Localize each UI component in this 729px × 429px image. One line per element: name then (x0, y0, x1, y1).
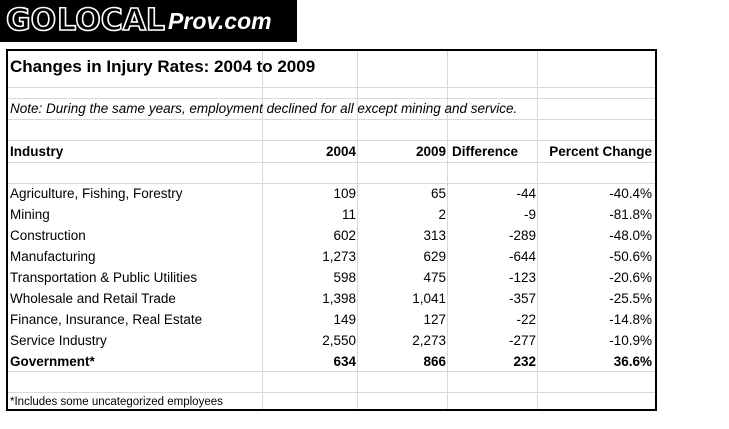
gridline (8, 119, 655, 120)
gridline (8, 87, 655, 88)
table-title: Changes in Injury Rates: 2004 to 2009 (10, 57, 316, 76)
table-row: Construction 602 313 -289 -48.0% (8, 225, 655, 246)
gridline (8, 162, 655, 163)
cell-2009: 1,041 (412, 291, 446, 306)
cell-percent-change: -50.6% (609, 249, 652, 264)
table-footnote: *Includes some uncategorized employees (10, 396, 223, 408)
golocalprov-logo: GO LOCAL Prov.com (0, 0, 297, 42)
cell-percent-change: -20.6% (609, 270, 652, 285)
cell-percent-change: -10.9% (609, 333, 652, 348)
logo-go-text: GO (5, 3, 57, 38)
cell-2009: 65 (430, 186, 446, 201)
gridline (8, 140, 655, 141)
cell-2009: 127 (423, 312, 446, 327)
cell-2004: 2,550 (322, 333, 356, 348)
table-row: Mining 11 2 -9 -81.8% (8, 204, 655, 225)
cell-2004: 149 (333, 312, 356, 327)
cell-2004: 598 (333, 270, 356, 285)
cell-difference: -123 (508, 270, 536, 285)
table-row: Wholesale and Retail Trade 1,398 1,041 -… (8, 288, 655, 309)
cell-2004: 1,398 (322, 291, 356, 306)
gridline (447, 51, 448, 409)
cell-2004: 634 (333, 354, 356, 369)
cell-2009: 629 (423, 249, 446, 264)
table-row: Service Industry 2,550 2,273 -277 -10.9% (8, 330, 655, 351)
gridline (537, 51, 538, 409)
cell-industry: Mining (10, 207, 50, 222)
cell-industry: Construction (10, 228, 86, 243)
table-header-row: Industry 2004 2009 Difference Percent Ch… (8, 141, 655, 162)
gridline (8, 392, 655, 393)
cell-industry: Government* (10, 354, 95, 369)
cell-percent-change: -40.4% (609, 186, 652, 201)
cell-2004: 11 (341, 207, 356, 222)
header-2009: 2009 (415, 144, 446, 159)
cell-difference: -22 (516, 312, 536, 327)
table-note: Note: During the same years, employment … (10, 101, 518, 116)
logo-domain-text: Prov.com (168, 7, 272, 34)
cell-2009: 2,273 (412, 333, 446, 348)
cell-difference: -644 (508, 249, 536, 264)
cell-percent-change: 36.6% (613, 354, 652, 369)
gridline (8, 98, 655, 99)
header-industry: Industry (10, 144, 64, 159)
cell-2004: 602 (333, 228, 356, 243)
cell-percent-change: -81.8% (609, 207, 652, 222)
gridline (8, 371, 655, 372)
cell-2009: 866 (423, 354, 446, 369)
cell-difference: 232 (513, 354, 536, 369)
cell-difference: -44 (516, 186, 536, 201)
cell-2004: 109 (333, 186, 356, 201)
cell-industry: Manufacturing (10, 249, 96, 264)
cell-difference: -277 (508, 333, 536, 348)
cell-industry: Agriculture, Fishing, Forestry (10, 186, 183, 201)
cell-2004: 1,273 (322, 249, 356, 264)
cell-2009: 2 (438, 207, 446, 222)
cell-2009: 313 (423, 228, 446, 243)
cell-difference: -289 (508, 228, 536, 243)
gridline (8, 183, 655, 184)
cell-2009: 475 (423, 270, 446, 285)
table-row: Transportation & Public Utilities 598 47… (8, 267, 655, 288)
cell-percent-change: -25.5% (609, 291, 652, 306)
cell-percent-change: -48.0% (609, 228, 652, 243)
header-percent-change: Percent Change (549, 144, 652, 159)
table-row: Manufacturing 1,273 629 -644 -50.6% (8, 246, 655, 267)
cell-difference: -357 (508, 291, 536, 306)
gridline (357, 51, 358, 409)
gridline (262, 51, 263, 409)
table-row: Government* 634 866 232 36.6% (8, 351, 655, 372)
injury-rates-table: Changes in Injury Rates: 2004 to 2009 No… (6, 49, 657, 411)
header-2004: 2004 (325, 144, 356, 159)
cell-percent-change: -14.8% (609, 312, 652, 327)
logo-local-text: LOCAL (56, 3, 166, 38)
cell-industry: Transportation & Public Utilities (10, 270, 198, 285)
cell-difference: -9 (523, 207, 536, 222)
cell-industry: Service Industry (10, 333, 107, 348)
table-row: Finance, Insurance, Real Estate 149 127 … (8, 309, 655, 330)
header-difference: Difference (452, 144, 519, 159)
table-row: Agriculture, Fishing, Forestry 109 65 -4… (8, 183, 655, 204)
cell-industry: Wholesale and Retail Trade (10, 291, 176, 306)
cell-industry: Finance, Insurance, Real Estate (10, 312, 203, 327)
